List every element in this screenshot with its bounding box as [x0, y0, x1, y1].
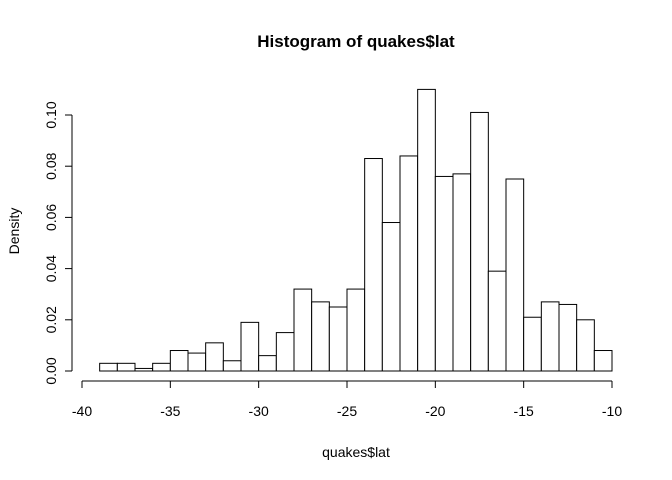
histogram-bar	[328, 306, 348, 372]
histogram-bar	[487, 270, 507, 372]
histogram-bar	[576, 319, 595, 372]
y-axis-label: Density	[6, 208, 22, 255]
histogram-bar	[169, 350, 189, 372]
histogram-bar	[152, 362, 171, 372]
chart-title: Histogram of quakes$lat	[257, 32, 455, 51]
histogram-bar	[417, 88, 436, 372]
x-tick-label: -30	[249, 403, 269, 419]
x-tick-label: -40	[72, 403, 92, 419]
x-tick-label: -15	[514, 403, 534, 419]
histogram-bar	[346, 288, 366, 372]
x-axis: -40 -35 -30 -25 -20 -15 -10	[72, 380, 622, 419]
histogram-bar	[593, 350, 613, 372]
histogram-bar	[505, 178, 525, 372]
histogram-bar	[222, 360, 242, 372]
histogram-bar	[293, 288, 313, 372]
histogram-bar	[364, 158, 383, 372]
x-tick-label: -35	[160, 403, 180, 419]
x-tick-label: -25	[337, 403, 357, 419]
y-tick-label: 0.06	[43, 204, 59, 231]
y-tick-label: 0.08	[43, 152, 59, 179]
histogram-bar	[311, 301, 330, 372]
histogram-bar	[381, 222, 401, 372]
histogram-bar	[205, 342, 224, 372]
histogram-bar	[258, 355, 277, 372]
x-tick-label: -10	[602, 403, 622, 419]
histogram-bar	[116, 362, 136, 372]
histogram-bar	[523, 316, 542, 372]
y-tick-label: 0.00	[43, 357, 59, 384]
y-axis: 0.00 0.02 0.04 0.06 0.08 0.10	[43, 101, 73, 385]
histogram-bar	[540, 301, 560, 372]
histogram-bar	[275, 332, 295, 372]
histogram-bar	[399, 155, 419, 372]
histogram-bar	[134, 367, 154, 372]
histogram-bar	[470, 111, 489, 372]
histogram-bar	[99, 362, 118, 372]
x-tick-label: -20	[425, 403, 445, 419]
histogram-bar	[452, 173, 472, 372]
histogram-bar	[434, 175, 454, 372]
histogram-bar	[558, 303, 578, 372]
y-tick-label: 0.04	[43, 255, 59, 282]
y-tick-label: 0.02	[43, 306, 59, 333]
x-axis-label: quakes$lat	[322, 444, 390, 460]
histogram-bar	[187, 352, 207, 372]
y-tick-label: 0.10	[43, 101, 59, 128]
histogram-bar	[240, 321, 260, 372]
histogram-bars	[99, 88, 613, 372]
